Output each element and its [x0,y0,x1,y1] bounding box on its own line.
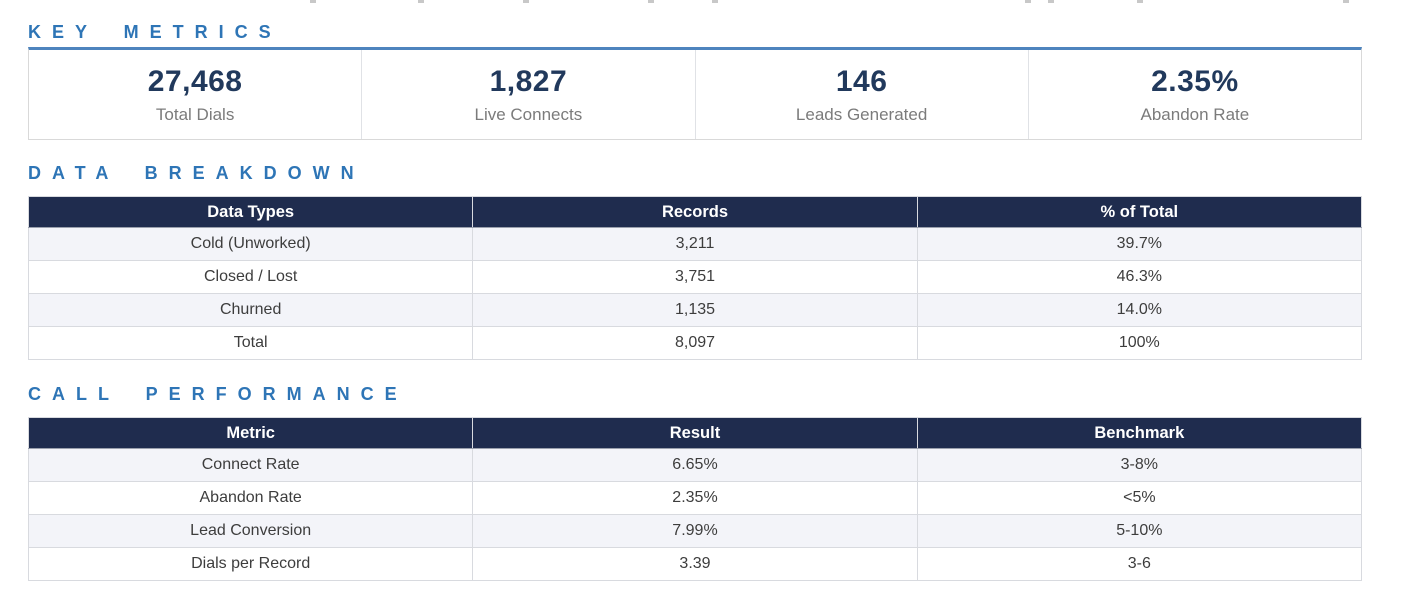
header-cell-result: Result [472,417,918,449]
table-cell: 8,097 [472,326,918,360]
metric-card-abandon-rate: 2.35% Abandon Rate [1027,50,1361,139]
table-cell: Connect Rate [27,448,474,482]
table-cell: 14.0% [916,293,1363,327]
metric-card-leads-generated: 146 Leads Generated [694,50,1028,139]
header-cell-records: Records [472,196,918,228]
report-content: KEY METRICS 27,468 Total Dials 1,827 Liv… [27,5,1363,581]
metric-label: Live Connects [474,105,583,124]
clipped-text-fragment [1343,0,1349,3]
table-cell: 1,135 [472,293,918,327]
header-cell-pct-of-total: % of Total [916,196,1363,228]
table-cell: 3.39 [472,547,918,581]
table-cell: 2.35% [472,481,918,515]
clipped-text-fragment [648,0,654,3]
table-row: Connect Rate 6.65% 3-8% [27,448,1363,482]
clipped-text-fragment [523,0,529,3]
header-cell-metric: Metric [27,417,474,449]
table-row: Dials per Record 3.39 3-6 [27,547,1363,581]
table-cell: 46.3% [916,260,1363,294]
metric-label: Leads Generated [795,105,928,124]
metric-value: 1,827 [489,65,568,98]
table-cell: <5% [916,481,1363,515]
table-cell: 6.65% [472,448,918,482]
clipped-text-fragment [1025,0,1031,3]
table-row: Closed / Lost 3,751 46.3% [27,260,1363,294]
section-title-data-breakdown: DATA BREAKDOWN [28,163,365,183]
metric-value: 27,468 [147,65,243,98]
table-cell: 3-6 [916,547,1363,581]
table-cell: 100% [916,326,1363,360]
table-cell: 7.99% [472,514,918,548]
table-cell: Churned [27,293,474,327]
table-row: Total 8,097 100% [27,326,1363,360]
clipped-text-fragment [1137,0,1143,3]
metric-value: 146 [835,65,888,98]
data-breakdown-table: Data Types Records % of Total Cold (Unwo… [27,196,1363,360]
metric-card-live-connects: 1,827 Live Connects [361,50,694,139]
clipped-text-fragment [418,0,424,3]
table-cell: Lead Conversion [27,514,474,548]
table-row: Cold (Unworked) 3,211 39.7% [27,227,1363,261]
table-cell: Dials per Record [27,547,474,581]
clipped-text-fragment [310,0,316,3]
metric-card-total-dials: 27,468 Total Dials [29,50,361,139]
table-cell: 3,211 [472,227,918,261]
table-cell: Cold (Unworked) [27,227,474,261]
table-row: Lead Conversion 7.99% 5-10% [27,514,1363,548]
table-cell: 39.7% [916,227,1363,261]
section-title-call-performance: CALL PERFORMANCE [28,384,408,404]
table-cell: 3,751 [472,260,918,294]
metric-value: 2.35% [1151,65,1239,98]
table-row: Abandon Rate 2.35% <5% [27,481,1363,515]
table-header-row: Metric Result Benchmark [27,417,1363,449]
header-cell-data-types: Data Types [27,196,474,228]
metric-label: Total Dials [155,105,235,124]
clipped-text-row [0,0,1422,5]
header-cell-benchmark: Benchmark [916,417,1363,449]
clipped-text-fragment [712,0,718,3]
call-performance-table: Metric Result Benchmark Connect Rate 6.6… [27,417,1363,581]
table-cell: Abandon Rate [27,481,474,515]
table-cell: Total [27,326,474,360]
section-title-key-metrics: KEY METRICS [28,22,282,42]
table-cell: Closed / Lost [27,260,474,294]
table-cell: 3-8% [916,448,1363,482]
table-row: Churned 1,135 14.0% [27,293,1363,327]
clipped-text-fragment [1048,0,1054,3]
key-metrics-cards: 27,468 Total Dials 1,827 Live Connects 1… [28,47,1362,140]
table-header-row: Data Types Records % of Total [27,196,1363,228]
metric-label: Abandon Rate [1140,105,1250,124]
table-cell: 5-10% [916,514,1363,548]
